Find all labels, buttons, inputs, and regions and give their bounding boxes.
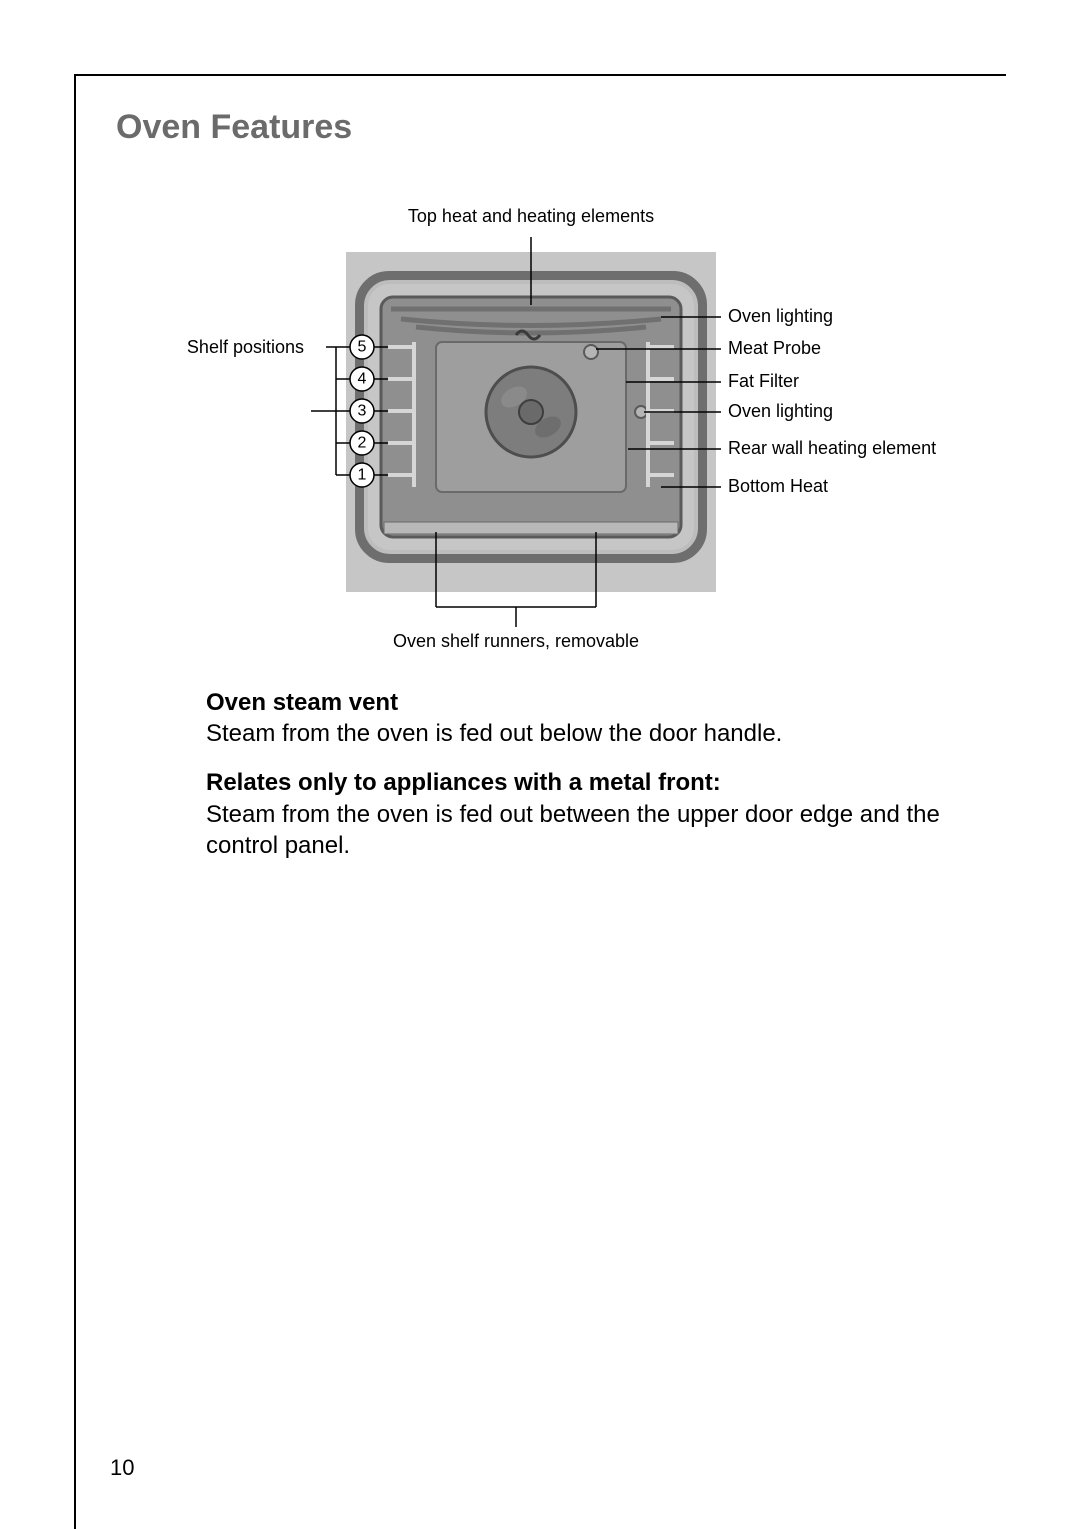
- label-shelf-runners: Oven shelf runners, removable: [393, 631, 639, 651]
- shelf-num-2: 2: [358, 435, 367, 452]
- label-meat-probe: Meat Probe: [728, 338, 821, 358]
- label-oven-lighting-1: Oven lighting: [728, 306, 833, 326]
- label-top-heat: Top heat and heating elements: [408, 206, 654, 226]
- label-bottom-heat: Bottom Heat: [728, 476, 828, 496]
- body-text: Oven steam vent Steam from the oven is f…: [206, 687, 966, 861]
- label-fat-filter: Fat Filter: [728, 371, 799, 391]
- page-title: Oven Features: [116, 108, 1006, 147]
- heading-metal-front: Relates only to appliances with a metal …: [206, 767, 966, 798]
- shelf-num-3: 3: [358, 403, 367, 420]
- label-oven-lighting-2: Oven lighting: [728, 401, 833, 421]
- shelf-num-1: 1: [358, 467, 367, 484]
- shelf-num-4: 4: [358, 371, 367, 388]
- oven-diagram: 5 4 3 2 1 Top heat and heating elements …: [116, 187, 976, 657]
- heading-steam-vent: Oven steam vent: [206, 687, 966, 718]
- para-steam-vent: Steam from the oven is fed out below the…: [206, 718, 966, 749]
- page-number: 10: [110, 1455, 134, 1481]
- label-rear-wall-heating: Rear wall heating element: [728, 438, 936, 458]
- label-shelf-positions: Shelf positions: [187, 337, 304, 357]
- para-metal-front: Steam from the oven is fed out between t…: [206, 799, 966, 861]
- shelf-num-5: 5: [358, 339, 367, 356]
